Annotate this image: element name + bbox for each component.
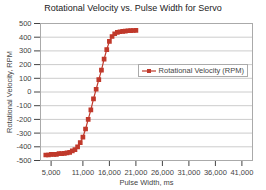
svg-text:-200: -200 [16,115,31,124]
svg-text:0: 0 [27,87,31,96]
svg-text:21,000: 21,000 [124,168,147,177]
svg-text:41,000: 41,000 [230,168,253,177]
svg-text:5,000: 5,000 [42,168,61,177]
svg-text:100: 100 [19,74,32,83]
svg-text:16,000: 16,000 [98,168,121,177]
svg-text:11,000: 11,000 [72,168,94,177]
svg-text:500: 500 [19,19,32,28]
html-text:Rotational Velocity (RPM): Rotational Velocity (RPM) [158,66,244,76]
svg-text:400: 400 [19,33,32,42]
svg-text:Rotational Velocity, RPM: Rotational Velocity, RPM [5,51,14,133]
svg-text:26,000: 26,000 [151,168,174,177]
svg-text:200: 200 [19,60,32,69]
svg-text:-100: -100 [16,101,31,110]
svg-text:Pulse Width, ms: Pulse Width, ms [119,178,173,187]
svg-text:-400: -400 [16,142,31,151]
svg-text:300: 300 [19,46,32,55]
html-text:Rotational Velocity vs. Pulse: Rotational Velocity vs. Pulse Width for … [44,3,222,13]
svg-text:-500: -500 [16,156,31,165]
svg-text:31,000: 31,000 [177,168,200,177]
svg-text:36,000: 36,000 [204,168,227,177]
svg-text:-300: -300 [16,129,31,138]
